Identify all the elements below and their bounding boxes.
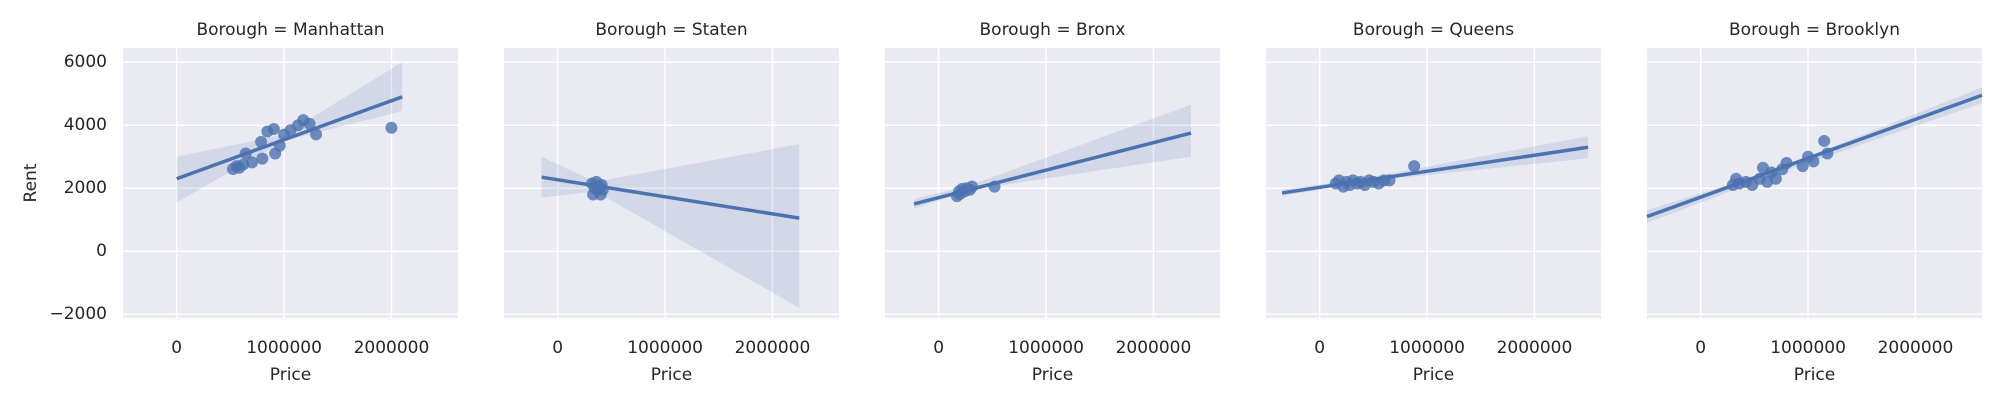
x-axis-label: Price xyxy=(270,365,311,385)
data-point xyxy=(303,117,316,130)
y-tick-label: 0 xyxy=(96,241,107,261)
x-axis-label: Price xyxy=(1032,365,1073,385)
regression-line xyxy=(913,131,1192,206)
x-tick-label: 0 xyxy=(1695,338,1706,358)
panel-title: Borough = Queens xyxy=(1353,20,1514,40)
data-point xyxy=(310,128,323,141)
y-tick-label: 6000 xyxy=(64,52,107,72)
x-tick-label: 1000000 xyxy=(1008,338,1084,358)
regression-line xyxy=(1646,93,1983,219)
y-tick-label: 4000 xyxy=(64,115,107,135)
x-tick-label: 2000000 xyxy=(1878,338,1954,358)
panel-title: Borough = Bronx xyxy=(980,20,1126,40)
y-tick-label: 2000 xyxy=(64,178,107,198)
data-point xyxy=(1769,172,1782,185)
x-tick-label: 0 xyxy=(1314,338,1325,358)
x-tick-label: 1000000 xyxy=(1770,338,1846,358)
panel-title: Borough = Manhattan xyxy=(196,20,384,40)
x-axis-label: Price xyxy=(1794,365,1835,385)
plot-background xyxy=(1266,48,1601,318)
confidence-band xyxy=(913,104,1192,209)
x-tick-label: 2000000 xyxy=(735,338,811,358)
x-tick-label: 0 xyxy=(171,338,182,358)
x-tick-label: 2000000 xyxy=(354,338,430,358)
x-tick-label: 1000000 xyxy=(1389,338,1465,358)
x-axis-label: Price xyxy=(651,365,692,385)
x-tick-label: 1000000 xyxy=(627,338,703,358)
data-point xyxy=(385,121,398,134)
x-tick-label: 2000000 xyxy=(1497,338,1573,358)
data-point xyxy=(1818,134,1831,147)
regression-line xyxy=(1281,145,1589,195)
panel-title: Borough = Brooklyn xyxy=(1729,20,1900,40)
x-axis-label: Price xyxy=(1413,365,1454,385)
regression-line xyxy=(541,175,800,220)
data-point xyxy=(1408,160,1421,173)
y-axis-label: Rent xyxy=(21,163,41,202)
x-tick-label: 0 xyxy=(933,338,944,358)
data-point xyxy=(256,152,269,165)
plot-background xyxy=(885,48,1220,318)
plot-background xyxy=(1647,48,1982,318)
panel-title: Borough = Staten xyxy=(595,20,747,40)
x-tick-label: 0 xyxy=(552,338,563,358)
data-point xyxy=(255,135,268,148)
x-tick-label: 1000000 xyxy=(246,338,322,358)
data-point xyxy=(267,122,280,135)
x-tick-label: 2000000 xyxy=(1116,338,1192,358)
regression-line xyxy=(176,95,403,181)
plot-background xyxy=(123,48,458,318)
data-point xyxy=(246,156,259,169)
y-tick-label: −2000 xyxy=(49,304,107,324)
data-point xyxy=(1796,160,1809,173)
plot-background xyxy=(504,48,839,318)
